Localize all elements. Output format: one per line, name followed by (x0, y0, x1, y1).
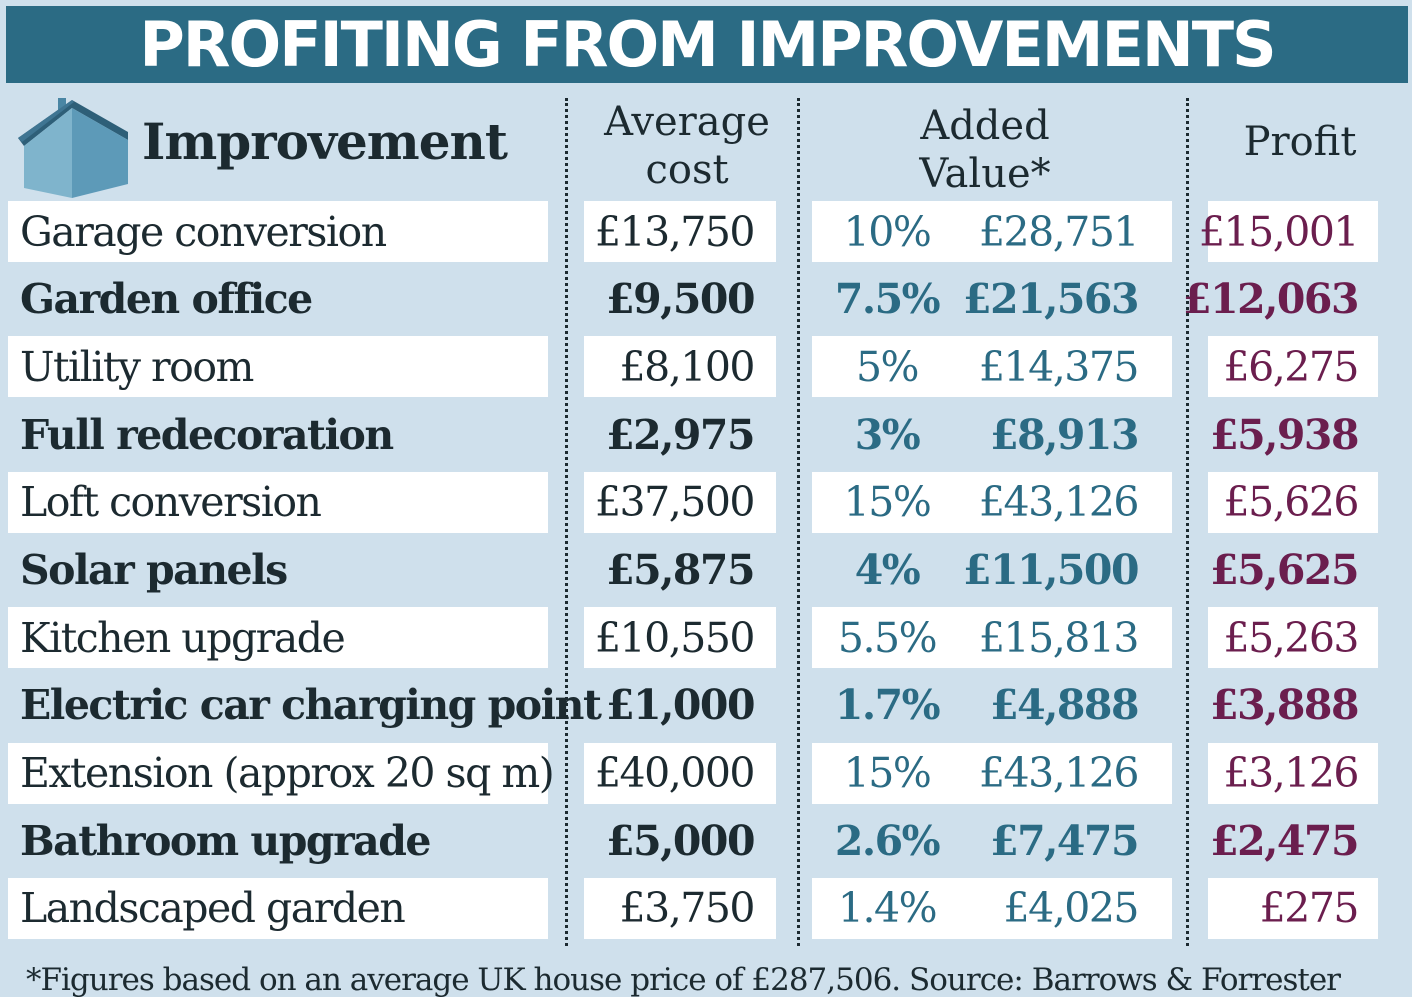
header-profit: Profit (1243, 119, 1357, 165)
footnote: *Figures based on an average UK house pr… (26, 962, 1341, 997)
profit-cell: £2,475 (1210, 816, 1359, 865)
header-cost-line2: cost (645, 147, 729, 193)
table-row: Extension (approx 20 sq m) £40,000 15% £43,… (0, 740, 1412, 808)
profit-cell: £15,001 (1199, 201, 1378, 262)
table-row: Electric car charging point £1,000 1.7% £4,… (0, 672, 1412, 740)
column-divider (1186, 98, 1189, 946)
added-value-amount-cell: £15,813 (978, 613, 1140, 662)
house-icon (18, 98, 128, 198)
improvement-cell: Electric car charging point (20, 681, 602, 730)
profit-cell: £5,263 (1208, 607, 1378, 669)
average-cost-cell: £37,500 (584, 471, 776, 533)
added-value-box (812, 336, 1172, 398)
column-divider (565, 98, 568, 946)
added-value-amount-cell: £4,888 (990, 681, 1139, 730)
added-value-percent-cell: 1.7% (834, 681, 941, 730)
profit-cell: £3,126 (1208, 742, 1378, 804)
improvement-cell: Landscaped garden (8, 877, 548, 939)
table-body: Garage conversion £13,750 10% £28,751 £15,00… (0, 198, 1412, 943)
profit-cell: £5,626 (1208, 471, 1378, 533)
header-improvement: Improvement (142, 112, 508, 171)
improvement-cell: Garden office (20, 275, 313, 324)
column-divider (797, 98, 800, 946)
table-row: Garage conversion £13,750 10% £28,751 £15,00… (0, 198, 1412, 266)
average-cost-cell: £13,750 (584, 201, 776, 262)
profit-cell: £3,888 (1210, 681, 1359, 730)
table-row: Garden office £9,500 7.5% £21,563 £12,063 (0, 266, 1412, 334)
added-value-amount-cell: £11,500 (963, 545, 1139, 594)
added-value-amount-cell: £43,126 (978, 478, 1140, 527)
added-value-percent-cell: 5% (855, 342, 920, 391)
header-cost-line1: Average (604, 99, 770, 145)
added-value-percent-cell: 10% (843, 207, 932, 256)
average-cost-cell: £3,750 (584, 877, 776, 939)
average-cost-cell: £5,875 (606, 545, 755, 594)
added-value-percent-cell: 1.4% (837, 884, 938, 933)
added-value-percent-cell: 2.6% (834, 816, 941, 865)
improvement-cell: Garage conversion (8, 201, 548, 262)
added-value-box (812, 742, 1172, 804)
added-value-amount-cell: £28,751 (978, 207, 1140, 256)
profit-cell: £6,275 (1208, 336, 1378, 398)
header-added-line1: Added (920, 103, 1050, 149)
improvement-cell: Kitchen upgrade (8, 607, 548, 669)
improvement-cell: Solar panels (20, 545, 288, 594)
average-cost-cell: £2,975 (606, 410, 755, 459)
table-row: Bathroom upgrade £5,000 2.6% £7,475 £2,475 (0, 807, 1412, 875)
added-value-amount-cell: £7,475 (990, 816, 1139, 865)
improvement-cell: Utility room (8, 336, 548, 398)
profit-cell: £5,625 (1210, 545, 1359, 594)
table-row: Kitchen upgrade £10,550 5.5% £15,813 £5,263 (0, 604, 1412, 672)
table-header: Improvement Average cost Added Value* Pr… (0, 90, 1412, 198)
average-cost-cell: £1,000 (606, 681, 755, 730)
table-row: Full redecoration £2,975 3% £8,913 £5,938 (0, 401, 1412, 469)
table-row: Utility room £8,100 5% £14,375 £6,275 (0, 333, 1412, 401)
added-value-percent-cell: 3% (854, 410, 921, 459)
added-value-percent-cell: 15% (843, 478, 932, 527)
average-cost-cell: £8,100 (584, 336, 776, 398)
average-cost-cell: £5,000 (606, 816, 755, 865)
added-value-box (812, 201, 1172, 262)
added-value-box (812, 471, 1172, 533)
header-added-value: Added Value* (890, 102, 1080, 198)
average-cost-cell: £9,500 (606, 275, 755, 324)
improvement-cell: Extension (approx 20 sq m) (8, 742, 555, 804)
header-average-cost: Average cost (596, 98, 778, 194)
added-value-amount-cell: £4,025 (1003, 884, 1140, 933)
profit-cell: £12,063 (1183, 275, 1359, 324)
added-value-percent-cell: 7.5% (834, 275, 941, 324)
added-value-amount-cell: £43,126 (978, 749, 1140, 797)
improvement-cell: Bathroom upgrade (20, 816, 431, 865)
table-row: Loft conversion £37,500 15% £43,126 £5,626 (0, 469, 1412, 537)
average-cost-cell: £40,000 (584, 742, 776, 804)
added-value-box (812, 607, 1172, 669)
added-value-amount-cell: £14,375 (978, 342, 1140, 391)
average-cost-cell: £10,550 (584, 607, 776, 669)
page-title: PROFITING FROM IMPROVEMENTS (139, 7, 1276, 81)
added-value-amount-cell: £21,563 (963, 275, 1139, 324)
table-row: Landscaped garden £3,750 1.4% £4,025 £275 (0, 875, 1412, 943)
added-value-box (812, 877, 1172, 939)
header-added-line2: Value* (919, 151, 1051, 197)
profit-cell: £275 (1208, 877, 1378, 939)
added-value-percent-cell: 15% (843, 749, 932, 797)
added-value-percent-cell: 4% (854, 545, 921, 594)
added-value-amount-cell: £8,913 (990, 410, 1139, 459)
table-row: Solar panels £5,875 4% £11,500 £5,625 (0, 536, 1412, 604)
added-value-percent-cell: 5.5% (837, 613, 938, 662)
profit-cell: £5,938 (1210, 410, 1359, 459)
improvement-cell: Loft conversion (8, 471, 548, 533)
title-bar: PROFITING FROM IMPROVEMENTS (6, 6, 1408, 83)
improvement-cell: Full redecoration (20, 410, 394, 459)
